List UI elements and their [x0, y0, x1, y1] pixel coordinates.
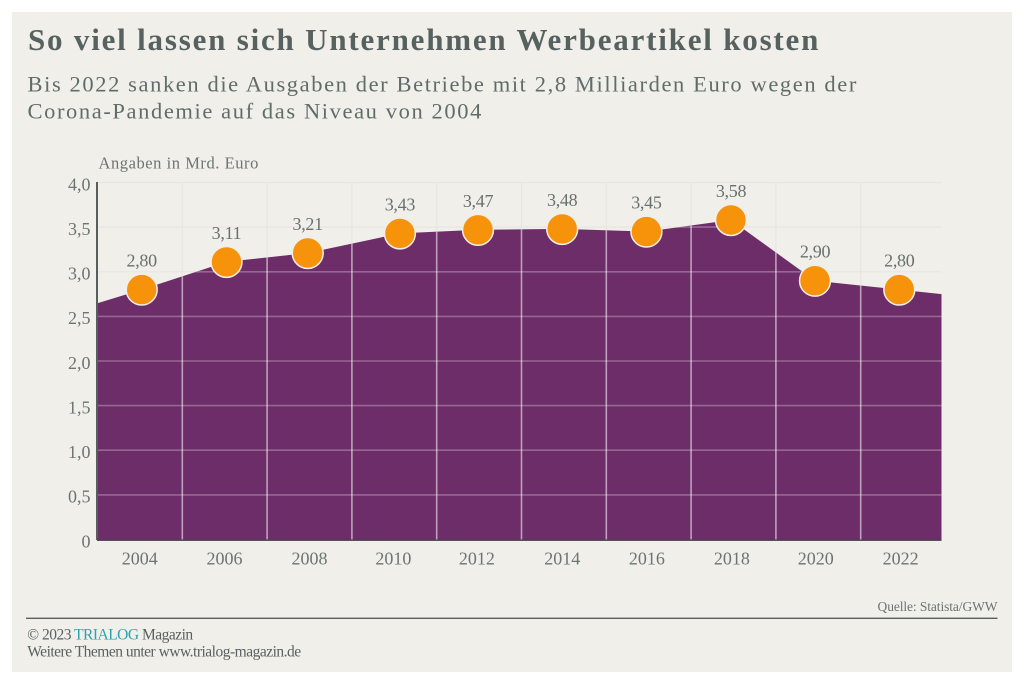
svg-text:3,45: 3,45: [631, 193, 662, 213]
svg-text:3,58: 3,58: [716, 181, 747, 201]
svg-text:Quelle: Statista/GWW: Quelle: Statista/GWW: [878, 599, 998, 614]
svg-text:2,80: 2,80: [127, 251, 158, 271]
svg-text:2006: 2006: [207, 549, 243, 569]
svg-text:Angaben in Mrd. Euro: Angaben in Mrd. Euro: [99, 154, 259, 173]
svg-text:0: 0: [82, 531, 91, 551]
svg-text:Weitere Themen unter www.trial: Weitere Themen unter www.trialog-magazin…: [27, 644, 301, 661]
svg-text:2010: 2010: [375, 549, 411, 569]
svg-text:2016: 2016: [629, 549, 665, 569]
svg-text:2018: 2018: [714, 549, 750, 569]
svg-text:2008: 2008: [292, 549, 328, 569]
svg-text:3,47: 3,47: [463, 191, 494, 211]
svg-text:3,43: 3,43: [385, 194, 416, 214]
svg-text:2012: 2012: [459, 549, 495, 569]
svg-text:2004: 2004: [122, 549, 158, 569]
svg-text:So viel lassen sich Unternehme: So viel lassen sich Unternehmen Werbeart…: [28, 22, 820, 57]
svg-text:2,90: 2,90: [800, 242, 831, 262]
svg-text:0,5: 0,5: [68, 487, 91, 507]
svg-text:Bis 2022 sanken die Ausgaben d: Bis 2022 sanken die Ausgaben der Betrieb…: [28, 72, 858, 97]
svg-text:2,80: 2,80: [884, 251, 915, 271]
svg-text:1,5: 1,5: [68, 397, 91, 417]
svg-text:3,5: 3,5: [68, 219, 91, 239]
svg-text:Corona-Pandemie auf das Niveau: Corona-Pandemie auf das Niveau von 2004: [28, 99, 483, 124]
svg-text:3,11: 3,11: [212, 223, 242, 243]
svg-text:4,0: 4,0: [68, 174, 91, 194]
svg-text:3,21: 3,21: [293, 214, 323, 234]
svg-text:2014: 2014: [544, 549, 580, 569]
svg-text:3,48: 3,48: [547, 190, 578, 210]
svg-text:3,0: 3,0: [68, 264, 91, 284]
svg-text:© 2023 TRIALOG Magazin: © 2023 TRIALOG Magazin: [27, 627, 193, 644]
svg-text:2,5: 2,5: [68, 308, 91, 328]
svg-text:2020: 2020: [798, 549, 834, 569]
svg-text:2,0: 2,0: [68, 353, 91, 373]
svg-text:2022: 2022: [883, 549, 919, 569]
svg-text:1,0: 1,0: [68, 442, 91, 462]
